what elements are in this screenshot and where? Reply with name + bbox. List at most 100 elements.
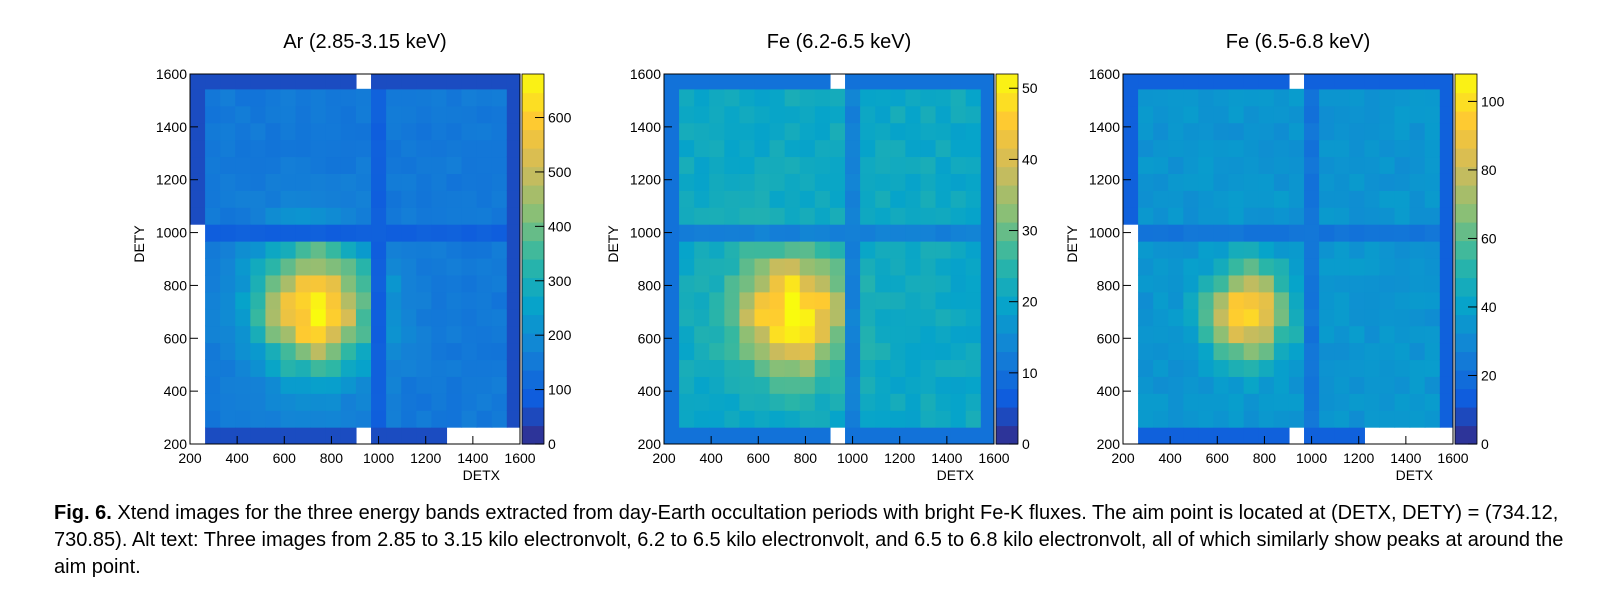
heatmap-cell xyxy=(340,427,357,444)
heatmap-cell xyxy=(1304,291,1320,310)
heatmap-cell xyxy=(1288,342,1305,361)
heatmap-cell xyxy=(416,274,432,293)
heatmap-cell xyxy=(250,173,267,191)
heatmap-cell xyxy=(205,88,221,107)
heatmap-cell xyxy=(1288,190,1305,208)
heatmap-cell xyxy=(416,325,432,344)
heatmap-cell xyxy=(814,105,831,124)
heatmap-cell xyxy=(1198,241,1215,259)
y-tick-label: 1600 xyxy=(1089,66,1120,82)
heatmap-cell xyxy=(829,376,846,394)
x-tick-label: 1600 xyxy=(1437,450,1468,466)
heatmap-cell xyxy=(724,410,741,428)
heatmap-cell xyxy=(1228,190,1245,208)
heatmap-cell xyxy=(739,156,756,174)
heatmap-cell xyxy=(1379,173,1396,191)
heatmap-cell xyxy=(235,291,251,310)
heatmap-cell xyxy=(1394,190,1411,208)
heatmap-cell xyxy=(890,410,906,428)
heatmap-cell xyxy=(950,291,967,310)
heatmap-cell xyxy=(694,122,710,141)
heatmap-cell xyxy=(371,359,387,377)
heatmap-cell xyxy=(1349,105,1365,124)
heatmap-cell xyxy=(220,359,236,377)
heatmap-cell xyxy=(371,88,387,107)
heatmap-cell xyxy=(250,342,267,361)
heatmap-cell xyxy=(401,105,417,124)
heatmap-cell xyxy=(920,410,937,428)
heatmap-cell xyxy=(754,376,771,394)
heatmap-cell xyxy=(1258,393,1275,411)
heatmap-cell xyxy=(1168,376,1184,394)
heatmap-cell xyxy=(1288,139,1305,158)
heatmap-cell xyxy=(980,359,994,377)
heatmap-cell xyxy=(1213,393,1230,411)
heatmap-cell xyxy=(1394,410,1411,428)
heatmap-cell xyxy=(1153,139,1169,158)
heatmap-cell xyxy=(355,190,372,208)
heatmap-cell xyxy=(506,190,520,208)
heatmap-cell xyxy=(401,139,417,158)
heatmap-cell xyxy=(506,376,520,394)
heatmap-cell xyxy=(935,359,952,377)
heatmap-cell xyxy=(1228,88,1245,107)
heatmap-cell xyxy=(1364,224,1381,242)
heatmap-cell xyxy=(1228,427,1245,444)
heatmap-cell xyxy=(1273,342,1290,361)
heatmap-cell xyxy=(205,122,221,141)
heatmap-cell xyxy=(784,308,801,327)
heatmap-cell xyxy=(724,291,741,310)
heatmap-cell xyxy=(679,325,695,344)
heatmap-cell xyxy=(829,308,846,327)
heatmap-cell xyxy=(814,224,831,242)
colorbar-segment xyxy=(522,370,544,390)
heatmap-cell xyxy=(799,88,816,107)
heatmap-cell xyxy=(1424,139,1441,158)
x-tick-label: 1200 xyxy=(884,450,915,466)
heatmap-cell xyxy=(310,190,327,208)
heatmap-cell xyxy=(829,224,846,242)
heatmap-cell xyxy=(401,156,417,174)
heatmap-cell xyxy=(310,257,327,276)
heatmap-cell xyxy=(980,325,994,344)
heatmap-cell xyxy=(1379,224,1396,242)
heatmap-cell xyxy=(506,122,520,141)
heatmap-cell xyxy=(739,207,756,225)
heatmap-cell xyxy=(1288,122,1305,141)
heatmap-cell xyxy=(1349,393,1365,411)
heatmap-cell xyxy=(1138,105,1154,124)
heatmap-cell xyxy=(1409,224,1426,242)
heatmap-cell xyxy=(1334,308,1350,327)
x-tick-label: 400 xyxy=(225,450,249,466)
heatmap-cell xyxy=(890,156,906,174)
heatmap-cell xyxy=(1213,291,1230,310)
heatmap-cell xyxy=(1439,291,1453,310)
heatmap-cell xyxy=(1288,410,1305,428)
heatmap-cell xyxy=(769,88,786,107)
y-tick-label: 600 xyxy=(164,330,188,346)
heatmap-cell xyxy=(1288,207,1305,225)
heatmap-cell xyxy=(235,139,251,158)
x-tick-label: 400 xyxy=(1158,450,1182,466)
heatmap-cell xyxy=(799,342,816,361)
heatmap-cell xyxy=(664,173,680,191)
heatmap-cell xyxy=(769,257,786,276)
heatmap-cell xyxy=(1273,359,1290,377)
heatmap-cell xyxy=(461,257,478,276)
heatmap-cell xyxy=(905,207,922,225)
heatmap-cell xyxy=(1349,156,1365,174)
heatmap-cell xyxy=(1243,427,1260,444)
heatmap-cell xyxy=(235,359,251,377)
heatmap-cell xyxy=(875,74,891,90)
heatmap-cell xyxy=(310,122,327,141)
heatmap-cell xyxy=(1439,105,1453,124)
heatmap-cell xyxy=(386,393,402,411)
heatmap-cell xyxy=(265,139,282,158)
heatmap-cell xyxy=(506,156,520,174)
heatmap-cell xyxy=(1273,325,1290,344)
heatmap-cell xyxy=(340,325,357,344)
heatmap-cell xyxy=(1183,207,1200,225)
heatmap-cell xyxy=(386,427,402,444)
heatmap-cell xyxy=(461,74,478,90)
heatmap-cell xyxy=(250,427,267,444)
